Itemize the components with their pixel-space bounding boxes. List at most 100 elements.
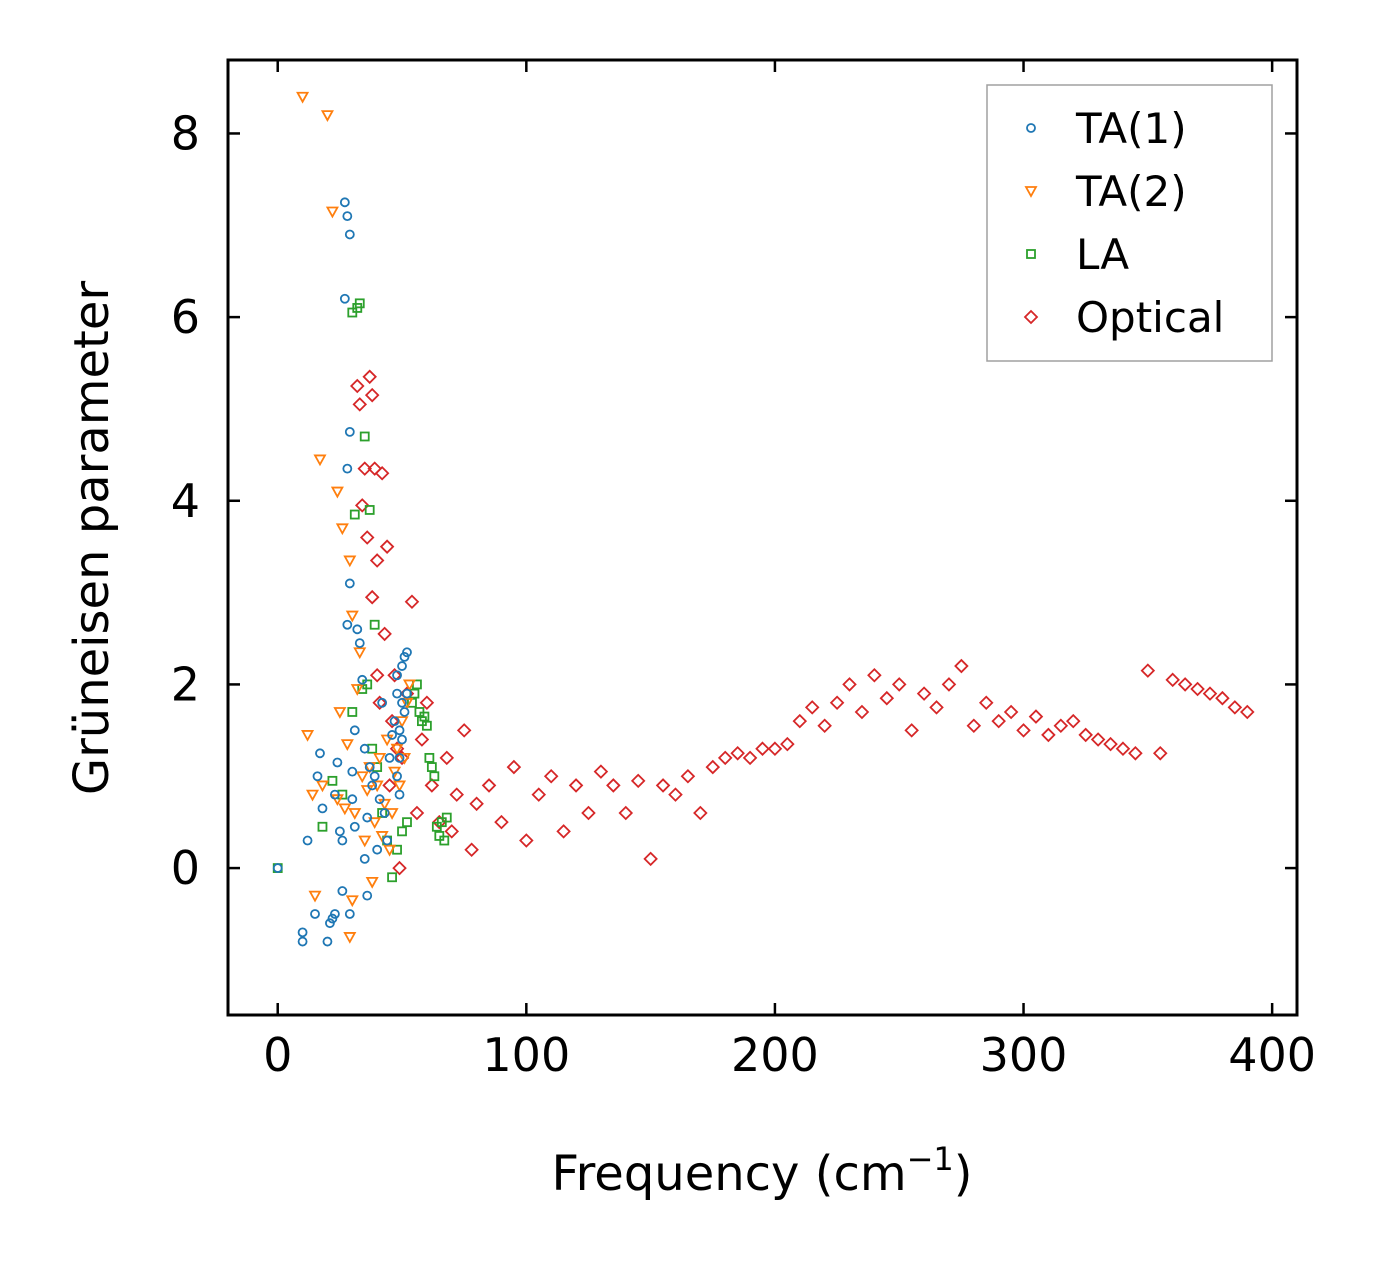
legend-marker bbox=[1024, 186, 1038, 198]
point-ta-1 bbox=[315, 748, 325, 759]
point-la bbox=[317, 821, 328, 832]
point-ta-1 bbox=[402, 688, 412, 699]
point-ta-1 bbox=[347, 794, 358, 805]
legend-marker bbox=[1026, 123, 1036, 133]
point-ta-1 bbox=[402, 647, 412, 658]
point-ta-2 bbox=[380, 734, 394, 747]
point-ta-1 bbox=[297, 927, 308, 938]
point-ta-2 bbox=[348, 808, 362, 820]
point-optical bbox=[519, 833, 534, 848]
point-ta-2 bbox=[395, 716, 409, 729]
point-ta-1 bbox=[362, 890, 373, 901]
point-optical bbox=[364, 589, 380, 605]
point-optical bbox=[357, 461, 373, 476]
point-optical bbox=[1090, 732, 1106, 747]
point-ta-1 bbox=[339, 293, 350, 304]
legend-marker bbox=[1023, 309, 1039, 325]
point-optical bbox=[804, 700, 820, 715]
point-optical bbox=[1177, 677, 1193, 692]
point-optical bbox=[705, 759, 721, 775]
point-la bbox=[439, 835, 450, 846]
point-ta-1 bbox=[364, 762, 375, 772]
point-ta-1 bbox=[359, 853, 370, 864]
point-optical bbox=[506, 759, 522, 775]
point-optical bbox=[449, 787, 464, 802]
point-ta-1 bbox=[359, 743, 370, 754]
point-optical bbox=[439, 750, 455, 766]
point-optical bbox=[891, 677, 907, 692]
point-optical bbox=[456, 723, 472, 738]
point-ta-1 bbox=[382, 835, 393, 846]
point-ta-2 bbox=[308, 890, 322, 903]
point-ta-1 bbox=[332, 757, 343, 768]
point-optical bbox=[1103, 736, 1118, 752]
point-la bbox=[397, 826, 407, 837]
point-ta-1 bbox=[322, 936, 333, 947]
point-la bbox=[426, 762, 437, 772]
point-ta-1 bbox=[342, 619, 353, 630]
point-ta-2 bbox=[368, 817, 382, 830]
point-ta-1 bbox=[344, 426, 355, 437]
point-optical bbox=[350, 378, 365, 394]
point-optical bbox=[668, 787, 683, 802]
point-optical bbox=[1028, 709, 1044, 724]
point-optical bbox=[1115, 741, 1131, 756]
point-la bbox=[354, 298, 365, 309]
point-ta-2 bbox=[355, 771, 369, 784]
y-tick-label: 2 bbox=[171, 657, 200, 711]
point-optical bbox=[377, 626, 392, 642]
x-axis-label: Frequency (cm−1) bbox=[551, 1140, 972, 1202]
point-ta-1 bbox=[392, 771, 402, 782]
x-tick-label: 0 bbox=[263, 1028, 292, 1082]
y-tick-label: 0 bbox=[171, 841, 200, 895]
point-optical bbox=[556, 824, 571, 839]
point-optical bbox=[481, 778, 497, 793]
point-ta-1 bbox=[337, 886, 348, 896]
point-optical bbox=[359, 530, 375, 545]
point-optical bbox=[382, 778, 397, 793]
axis-ticks: 0 100 200 300 400 0 2 4 6 8 bbox=[171, 60, 1316, 1082]
point-ta-2 bbox=[370, 780, 384, 793]
point-ta-2 bbox=[360, 785, 374, 797]
point-ta-1 bbox=[339, 197, 350, 208]
point-optical bbox=[1065, 713, 1081, 729]
point-ta-1 bbox=[372, 844, 383, 855]
x-axis-label-suffix: ) bbox=[954, 1146, 973, 1202]
point-ta-1 bbox=[349, 725, 360, 736]
point-ta-2 bbox=[373, 752, 387, 765]
point-optical bbox=[593, 764, 609, 779]
point-optical bbox=[367, 461, 382, 476]
point-ta-2 bbox=[325, 206, 339, 219]
point-la bbox=[424, 752, 435, 763]
point-ta-2 bbox=[338, 803, 352, 816]
point-optical bbox=[1041, 727, 1056, 743]
point-optical bbox=[606, 778, 621, 793]
point-optical bbox=[419, 695, 435, 711]
point-la bbox=[441, 812, 452, 823]
x-tick-label: 200 bbox=[731, 1028, 819, 1082]
point-ta-2 bbox=[390, 743, 404, 756]
point-optical bbox=[1003, 704, 1019, 720]
point-ta-1 bbox=[362, 812, 373, 823]
point-optical bbox=[364, 387, 380, 403]
point-ta-1 bbox=[394, 725, 405, 736]
point-optical bbox=[1140, 663, 1156, 678]
point-ta-1 bbox=[337, 835, 348, 846]
point-ta-2 bbox=[330, 486, 344, 499]
point-optical bbox=[369, 553, 385, 568]
point-optical bbox=[387, 667, 402, 683]
point-optical bbox=[978, 695, 994, 711]
point-optical bbox=[916, 686, 932, 701]
point-optical bbox=[867, 667, 882, 683]
point-la bbox=[349, 509, 360, 520]
point-optical bbox=[767, 741, 783, 756]
point-optical bbox=[879, 690, 895, 706]
point-optical bbox=[374, 465, 390, 481]
point-ta-1 bbox=[397, 661, 407, 671]
point-ta-1 bbox=[394, 789, 405, 800]
point-optical bbox=[655, 778, 671, 793]
point-optical bbox=[469, 796, 484, 812]
point-ta-1 bbox=[369, 771, 380, 782]
point-ta-2 bbox=[385, 808, 399, 820]
point-optical bbox=[414, 732, 430, 747]
